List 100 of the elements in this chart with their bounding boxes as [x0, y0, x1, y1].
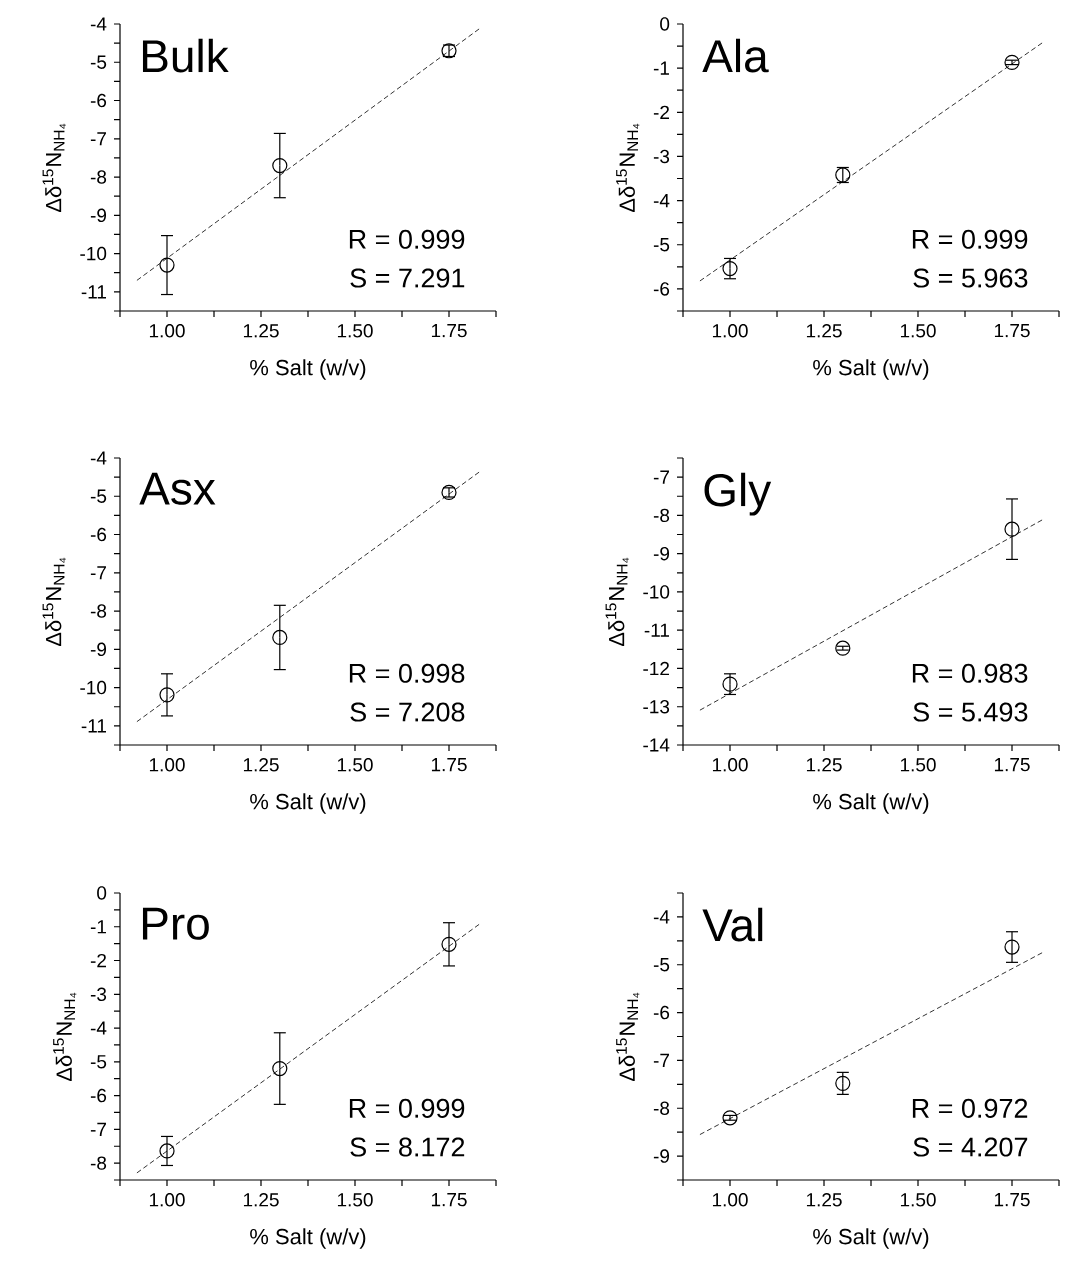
y-tick-label: -8: [654, 508, 670, 523]
x-tick-label: 1.75: [995, 758, 1030, 772]
y-tick-label: -3: [654, 149, 670, 164]
y-tick-label: -3: [91, 987, 107, 1002]
y-axis-title: Δδ$^{15}$N$_{NH₄}$: [42, 123, 66, 213]
point: [159, 257, 175, 273]
chart-title: Asx: [139, 472, 216, 505]
y-tick-label: -11: [81, 285, 107, 299]
y-tick-label: 0: [97, 886, 107, 900]
x-tick-label: 1.25: [244, 758, 279, 772]
annotation: S = 7.291: [350, 268, 465, 288]
x-tick-label: 1.25: [244, 1193, 279, 1207]
x-tick-label: 1.50: [901, 758, 936, 772]
y-tick-label: -7: [654, 470, 670, 484]
y-axis-title: Δδ$^{15}$N$_{NH₄}$: [53, 992, 77, 1082]
x-tick-label: 1.00: [713, 758, 748, 772]
x-tick-label: 1.75: [432, 324, 467, 338]
x-tick-label: 1.00: [713, 1193, 748, 1207]
point: [272, 1060, 288, 1077]
y-tick-label: -12: [643, 661, 670, 676]
x-tick-label: 1.25: [244, 324, 279, 338]
y-tick-label: -9: [91, 642, 107, 657]
y-tick-label: -1: [91, 920, 107, 934]
x-tick-label: 1.25: [807, 324, 842, 338]
y-tick-label: -4: [91, 451, 107, 465]
y-tick-label: -7: [91, 566, 107, 580]
y-tick-label: -4: [654, 194, 670, 208]
x-tick-label: 1.75: [995, 324, 1030, 338]
point: [1004, 521, 1020, 537]
y-tick-label: -5: [654, 238, 670, 252]
annotation: S = 4.207: [913, 1137, 1028, 1157]
y-tick-label: -14: [643, 738, 670, 752]
point: [159, 1143, 175, 1159]
x-tick-label: 1.50: [901, 1193, 936, 1207]
x-tick-label: 1.25: [807, 758, 842, 772]
x-tick-label: 1.00: [713, 324, 748, 338]
annotation: S = 8.172: [350, 1137, 465, 1157]
y-tick-label: -8: [91, 604, 107, 618]
x-tick-label: 1.75: [432, 758, 467, 772]
y-tick-label: -13: [643, 699, 670, 714]
y-tick-label: -10: [80, 246, 107, 261]
y-axis-title: Δδ$^{15}$N$_{NH₄}$: [605, 557, 629, 647]
y-tick-label: -6: [91, 93, 107, 108]
point: [272, 157, 288, 174]
annotation: R = 0.998: [350, 663, 465, 683]
x-axis-title: % Salt (w/v): [250, 359, 366, 380]
y-tick-label: -8: [91, 170, 107, 184]
annotation: R = 0.999: [350, 1098, 465, 1118]
y-tick-label: -6: [654, 1005, 670, 1020]
x-axis-title: % Salt (w/v): [250, 793, 366, 814]
chart-title: Val: [702, 907, 763, 942]
y-tick-label: -7: [91, 132, 107, 146]
y-tick-label: -4: [654, 910, 670, 924]
y-tick-label: -8: [91, 1156, 107, 1170]
y-tick-label: -1: [654, 61, 670, 75]
y-tick-label: -7: [654, 1053, 670, 1067]
x-tick-label: 1.00: [150, 324, 185, 338]
point: [722, 676, 738, 692]
annotation: R = 0.983: [913, 663, 1028, 683]
y-tick-label: -11: [644, 623, 670, 637]
point: [272, 629, 288, 646]
point: [835, 640, 851, 656]
point: [1004, 54, 1020, 70]
y-tick-label: -5: [91, 55, 107, 69]
y-tick-label: -11: [81, 719, 107, 733]
y-tick-label: -6: [91, 527, 107, 542]
y-tick-label: -9: [91, 208, 107, 223]
annotation: R = 0.999: [913, 229, 1028, 249]
x-tick-label: 1.50: [338, 1193, 373, 1207]
y-tick-label: -9: [654, 1149, 670, 1163]
y-axis-title: Δδ$^{15}$N$_{NH₄}$: [616, 123, 640, 213]
chart-title: Bulk: [143, 38, 229, 73]
y-tick-label: 0: [660, 17, 670, 31]
y-tick-label: -4: [91, 1021, 107, 1035]
y-tick-label: -5: [91, 489, 107, 503]
point: [1004, 939, 1020, 955]
y-tick-label: -6: [654, 282, 670, 296]
annotation: R = 0.999: [350, 229, 465, 249]
y-axis-title: Δδ$^{15}$N$_{NH₄}$: [42, 557, 66, 647]
y-tick-label: -6: [91, 1088, 107, 1103]
y-tick-label: -4: [91, 17, 107, 31]
x-tick-label: 1.50: [338, 324, 373, 338]
annotation: S = 7.208: [350, 702, 465, 722]
y-tick-label: -5: [91, 1055, 107, 1069]
x-tick-label: 1.25: [807, 1193, 842, 1207]
point: [441, 936, 457, 952]
annotation: S = 5.493: [913, 702, 1028, 722]
x-tick-label: 1.00: [150, 1193, 185, 1207]
y-tick-label: -7: [91, 1122, 107, 1136]
y-tick-label: -8: [654, 1101, 670, 1115]
y-tick-label: -10: [643, 585, 670, 599]
annotation: S = 5.963: [913, 268, 1028, 288]
point: [159, 687, 175, 703]
y-tick-label: -2: [654, 105, 670, 119]
y-tick-label: -9: [654, 546, 670, 561]
x-tick-label: 1.00: [150, 758, 185, 772]
x-axis-title: % Salt (w/v): [813, 359, 929, 380]
chart-title: Gly: [704, 472, 772, 516]
x-tick-label: 1.50: [901, 324, 936, 338]
x-axis-title: % Salt (w/v): [813, 1228, 929, 1249]
